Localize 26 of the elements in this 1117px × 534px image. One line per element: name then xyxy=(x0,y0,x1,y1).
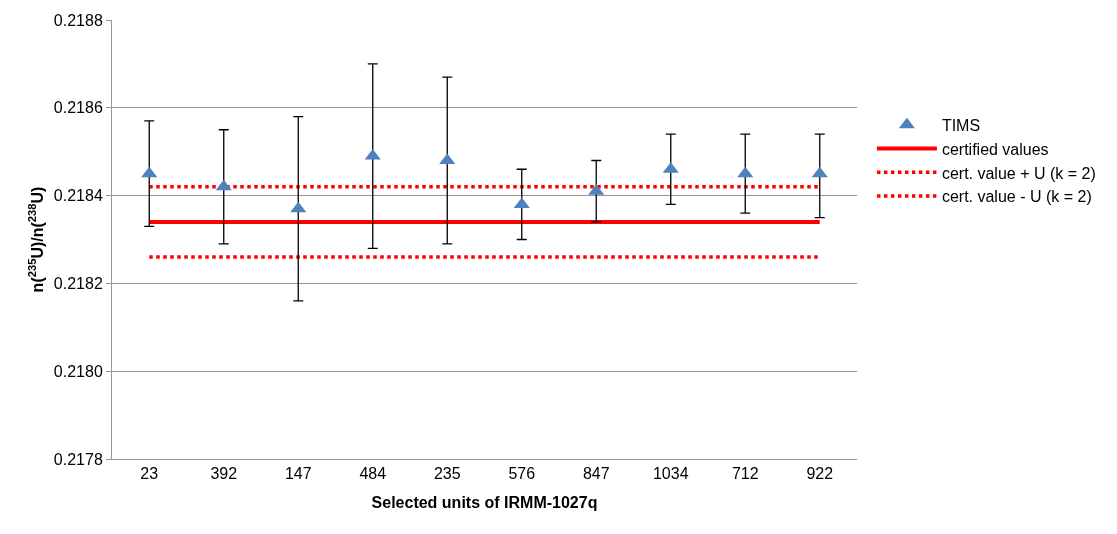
x-tick-label: 712 xyxy=(731,465,759,483)
y-tick-label: 0.2182 xyxy=(53,275,103,292)
point xyxy=(290,201,307,213)
x-tick-label: 235 xyxy=(433,465,461,483)
x-tick-label: 922 xyxy=(806,465,834,483)
x-tick-label: 1034 xyxy=(652,465,689,483)
legend-label: cert. value - U (k = 2) xyxy=(941,188,1092,206)
x-tick-label: 23 xyxy=(140,465,159,483)
x-tick-label: 576 xyxy=(508,465,536,483)
y-tick-label: 0.2184 xyxy=(53,187,103,205)
x-tick-label: 484 xyxy=(359,465,387,483)
x-tick-label: 147 xyxy=(284,465,312,483)
y-tick-label: 0.2186 xyxy=(53,99,103,117)
y-tick-label: 0.2180 xyxy=(53,362,103,380)
legend-label: TIMS xyxy=(941,116,981,134)
y-tick-label: 0.2178 xyxy=(53,450,103,468)
legend-label: certified values xyxy=(941,140,1049,158)
x-axis-title: Selected units of IRMM-1027q xyxy=(371,493,598,511)
y-tick-label: 0.2188 xyxy=(53,11,103,29)
point xyxy=(811,166,828,178)
point xyxy=(737,166,754,178)
point xyxy=(141,166,158,178)
point xyxy=(215,179,232,191)
legend-label: cert. value + U (k = 2) xyxy=(941,164,1096,182)
x-tick-label: 847 xyxy=(582,465,610,483)
x-tick-label: 392 xyxy=(210,465,238,483)
